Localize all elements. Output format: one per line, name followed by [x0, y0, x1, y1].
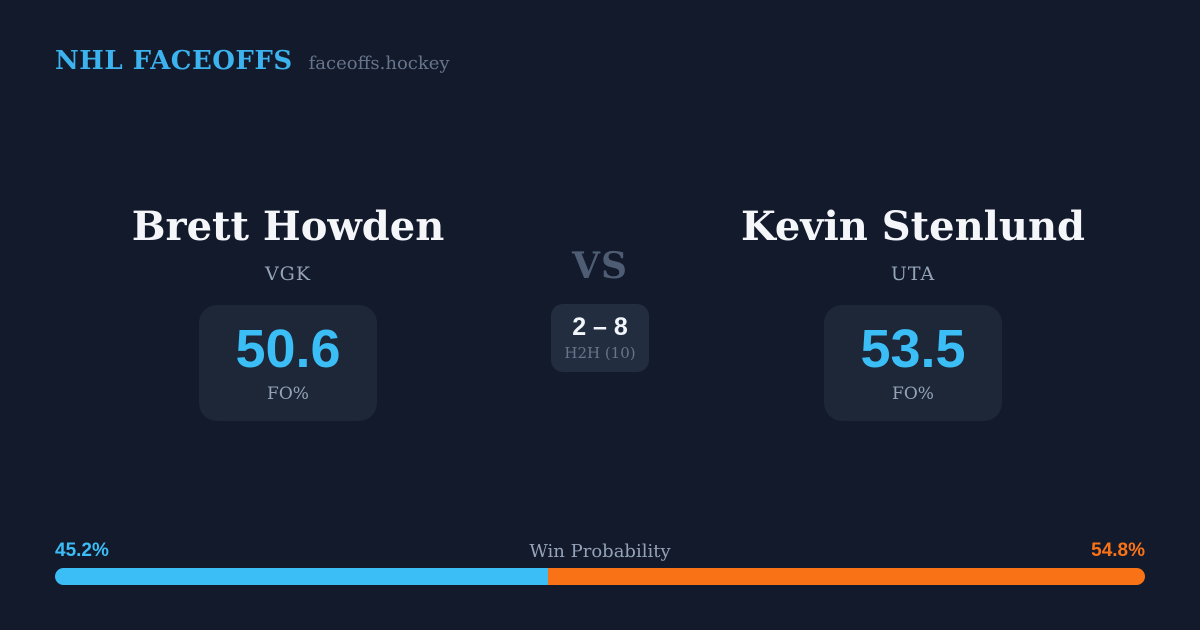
fo-label-right: FO%: [892, 384, 934, 404]
site-domain: faceoffs.hockey: [308, 53, 450, 74]
team-abbrev-left: VGK: [264, 263, 312, 285]
h2h-sample-label: H2H (10): [564, 343, 636, 362]
fo-stat-card-right: 53.5 FO%: [824, 305, 1002, 421]
probability-bar: [55, 568, 1145, 585]
win-probability-title: Win Probability: [529, 541, 671, 562]
vs-label: VS: [572, 245, 628, 287]
player-name-right: Kevin Stenlund: [740, 203, 1085, 250]
brand-logo: NHL FACEOFFS: [55, 46, 293, 76]
probability-bar-right-segment: [547, 568, 1145, 585]
header: NHL FACEOFFS faceoffs.hockey: [55, 46, 450, 76]
player-card-right: Kevin Stenlund UTA 53.5 FO%: [713, 205, 1113, 421]
fo-value-right: 53.5: [860, 319, 966, 379]
fo-stat-card-left: 50.6 FO%: [199, 305, 377, 421]
fo-label-left: FO%: [267, 384, 309, 404]
team-abbrev-right: UTA: [890, 263, 936, 285]
h2h-card: 2 – 8 H2H (10): [551, 304, 649, 372]
right-probability-label: 54.8%: [1091, 540, 1145, 561]
h2h-score: 2 – 8: [572, 313, 628, 342]
player-name-left: Brett Howden: [131, 203, 445, 250]
fo-value-left: 50.6: [235, 319, 341, 379]
probability-bar-left-segment: [55, 568, 548, 585]
vs-column: VS 2 – 8 H2H (10): [500, 248, 700, 372]
player-card-left: Brett Howden VGK 50.6 FO%: [88, 205, 488, 421]
left-probability-label: 45.2%: [55, 540, 109, 561]
win-probability-section: 45.2% Win Probability 54.8%: [55, 540, 1145, 564]
